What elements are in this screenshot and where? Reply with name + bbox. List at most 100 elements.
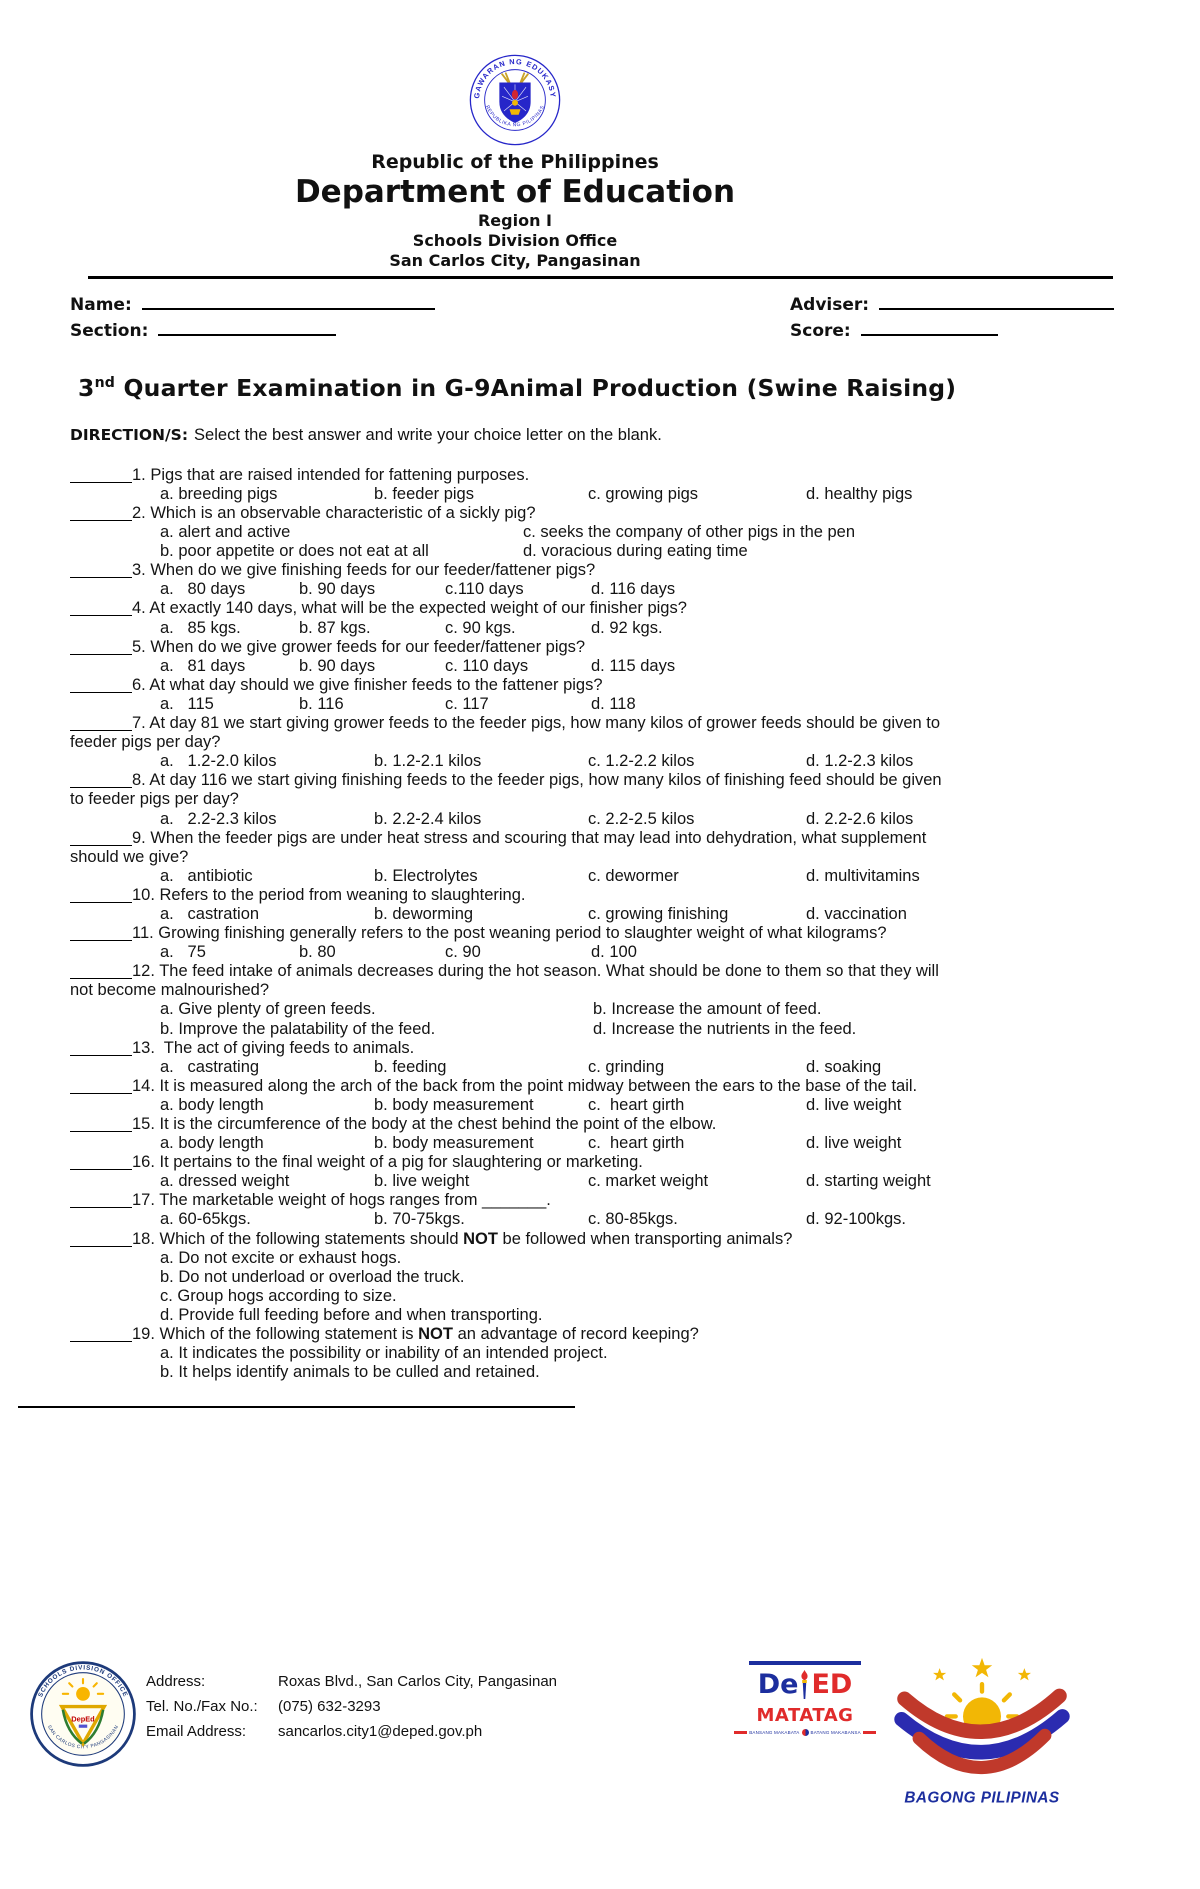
option: c. heart girth — [588, 1134, 685, 1153]
question-line: 17. The marketable weight of hogs ranges… — [70, 1191, 1145, 1210]
question-line: 12. The feed intake of animals decreases… — [70, 962, 1145, 981]
options-q17: a. 60-65kgs. b. 70-75kgs. c. 80-85kgs. d. 9… — [70, 1210, 1145, 1229]
email-value[interactable]: sancarlos.city1@deped.gov.ph — [278, 1723, 483, 1741]
option: d. 1.2-2.3 kilos — [806, 752, 914, 771]
question-8: 8. At day 116 we start giving finishing … — [70, 771, 1145, 828]
option: b. 2.2-2.4 kilos — [374, 809, 482, 828]
deped-wordmark-ed: ED — [811, 1669, 853, 1701]
option: a. 81 days — [160, 656, 246, 675]
question-line: 13. The act of giving feeds to animals. — [70, 1039, 1145, 1058]
answer-blank-q14[interactable] — [70, 1092, 132, 1094]
question-text: 18. Which of the following statements sh… — [132, 1229, 793, 1248]
deped-wordmark-de: De — [757, 1669, 799, 1701]
option: a. dressed weight — [160, 1172, 290, 1191]
answer-blank-q4[interactable] — [70, 614, 132, 617]
question-18: 18. Which of the following statements sh… — [70, 1230, 1145, 1325]
question-text: 3. When do we give finishing feeds for o… — [132, 561, 596, 580]
contact-block: Address: Roxas Blvd., San Carlos City, P… — [146, 1669, 557, 1744]
option: b. Improve the palatability of the feed. — [160, 1019, 436, 1038]
options-q18: a. Do not excite or exhaust hogs. b. Do n… — [70, 1249, 1145, 1325]
answer-blank-q1[interactable] — [70, 481, 132, 483]
adviser-label: Adviser: — [790, 295, 870, 315]
question-5: 5. When do we give grower feeds for our … — [70, 638, 1145, 676]
matatag-wordmark: MATATAG — [756, 1705, 854, 1727]
name-field[interactable] — [141, 295, 435, 310]
options-q2: a. alert and active c. seeks the company … — [70, 523, 1145, 561]
answer-blank-q12[interactable] — [70, 977, 132, 980]
option: c. growing finishing — [588, 904, 729, 923]
option: d. 116 days — [591, 580, 676, 599]
option: b. 1.2-2.1 kilos — [374, 752, 482, 771]
option: c. 110 days — [445, 656, 529, 675]
option: c. 117 — [445, 694, 489, 713]
option: d. 92 kgs. — [591, 618, 663, 637]
option: a. body length — [160, 1095, 264, 1114]
question-line: 4. At exactly 140 days, what will be the… — [70, 599, 1145, 618]
option: d. Provide full feeding before and when … — [160, 1305, 543, 1324]
answer-blank-q15[interactable] — [70, 1130, 132, 1133]
answer-blank-q17[interactable] — [70, 1206, 132, 1209]
option: a. It indicates the possibility or inabi… — [160, 1344, 608, 1363]
option: a. antibiotic — [160, 866, 253, 885]
answer-blank-q6[interactable] — [70, 691, 132, 693]
answer-blank-q8[interactable] — [70, 786, 132, 789]
options-q1: a. breeding pigs b. feeder pigs c. growing… — [70, 485, 1145, 504]
answer-blank-q18[interactable] — [70, 1245, 132, 1247]
question-line: 9. When the feeder pigs are under heat s… — [70, 829, 1145, 848]
option: c. seeks the company of other pigs in th… — [523, 523, 856, 542]
option: b. Increase the amount of feed. — [593, 1000, 822, 1019]
options-q5: a. 81 days b. 90 days c. 110 days d. 115 da… — [70, 657, 1145, 676]
question-text: 5. When do we give grower feeds for our … — [132, 637, 586, 656]
option: d. starting weight — [806, 1172, 931, 1191]
answer-blank-q10[interactable] — [70, 901, 132, 903]
option: a. alert and active — [160, 523, 291, 542]
question-16: 16. It pertains to the final weight of a… — [70, 1153, 1145, 1191]
answer-blank-q16[interactable] — [70, 1168, 132, 1171]
options-q10: a. castration b. deworming c. growing fini… — [70, 905, 1145, 924]
option: d. soaking — [806, 1057, 882, 1076]
answer-blank-q13[interactable] — [70, 1054, 132, 1056]
header-region: Region I — [477, 211, 552, 230]
answer-blank-q19[interactable] — [70, 1340, 132, 1343]
option: a. 60-65kgs. — [160, 1210, 251, 1229]
options-q19: a. It indicates the possibility or inabi… — [70, 1344, 1145, 1382]
bagong-pilipinas-logo: BAGONG PILIPINAS — [887, 1655, 1077, 1807]
options-q15: a. body length b. body measurement c. hear… — [70, 1134, 1145, 1153]
score-field[interactable] — [860, 321, 998, 336]
section-field[interactable] — [158, 321, 337, 336]
answer-blank-q9[interactable] — [70, 844, 132, 846]
directions-label: DIRECTION/S: — [70, 425, 189, 444]
matatag-tagline: BANSANG MAKABATA BATANG MAKABANSA — [734, 1729, 876, 1737]
question-19: 19. Which of the following statement is … — [70, 1325, 1145, 1382]
footer-rule — [18, 1406, 575, 1409]
options-q12: a. Give plenty of green feeds. b. Increas… — [70, 1000, 1145, 1038]
question-text: 14. It is measured along the arch of the… — [132, 1076, 918, 1095]
question-line: 15. It is the circumference of the body … — [70, 1115, 1145, 1134]
option: b. Do not underload or overload the truc… — [160, 1267, 465, 1286]
option: c. grinding — [588, 1057, 665, 1076]
option: a. Do not excite or exhaust hogs. — [160, 1248, 402, 1267]
question-text: 10. Refers to the period from weaning to… — [132, 885, 526, 904]
answer-blank-q5[interactable] — [70, 653, 132, 655]
answer-blank-q3[interactable] — [70, 576, 132, 579]
option: a. body length — [160, 1134, 264, 1153]
option: d. 100 — [591, 943, 637, 962]
question-line: 19. Which of the following statement is … — [70, 1325, 1145, 1344]
option: d. voracious during eating time — [523, 542, 748, 561]
title-ordinal-suffix: nd — [94, 375, 116, 391]
option: d. live weight — [806, 1134, 902, 1153]
options-q14: a. body length b. body measurement c. hear… — [70, 1096, 1145, 1115]
tagline-left-text: BANSANG MAKABATA — [749, 1730, 800, 1736]
question-3: 3. When do we give finishing feeds for o… — [70, 561, 1145, 599]
question-text: 6. At what day should we give finisher f… — [132, 675, 603, 694]
answer-blank-q7[interactable] — [70, 729, 132, 732]
options-q6: a. 115 b. 116 c. 117 d. 118 — [70, 695, 1145, 714]
answer-blank-q11[interactable] — [70, 939, 132, 942]
questions-list: 1. Pigs that are raised intended for fat… — [70, 466, 1145, 1383]
adviser-field[interactable] — [879, 295, 1115, 310]
question-text: 7. At day 81 we start giving grower feed… — [132, 714, 941, 733]
answer-blank-q2[interactable] — [70, 519, 132, 522]
option: c. 80-85kgs. — [588, 1210, 678, 1229]
options-q7: a. 1.2-2.0 kilos b. 1.2-2.1 kilos c. 1.2-2… — [70, 752, 1145, 771]
deped-seal-icon: KAGAWARAN NG EDUKASYON REPUBLIKA NG PILI… — [466, 47, 561, 146]
